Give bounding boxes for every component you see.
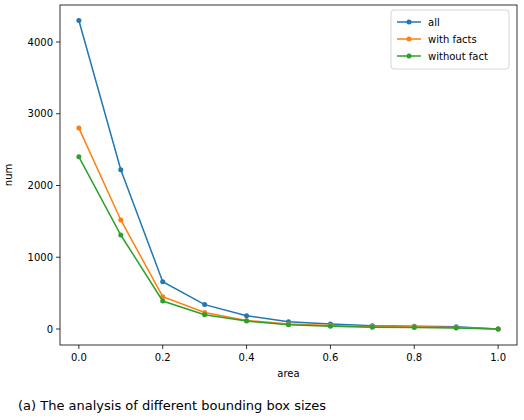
- series-line: [79, 128, 498, 329]
- legend-box: [391, 10, 509, 69]
- series-marker: [412, 325, 417, 330]
- series-marker: [244, 318, 249, 323]
- series-marker: [118, 167, 123, 172]
- series-marker: [202, 312, 207, 317]
- y-tick: [56, 329, 60, 330]
- legend-marker: [407, 54, 412, 59]
- series-line: [79, 157, 498, 329]
- series-marker: [76, 126, 81, 131]
- series-marker: [76, 154, 81, 159]
- series-marker: [202, 302, 207, 307]
- y-tick-label: 1000: [28, 252, 53, 263]
- series-marker: [454, 325, 459, 330]
- x-tick-label: 0.0: [71, 352, 87, 363]
- series-marker: [160, 279, 165, 284]
- x-tick-label: 0.4: [239, 352, 255, 363]
- x-tick-label: 0.2: [155, 352, 171, 363]
- series-marker: [328, 324, 333, 329]
- y-tick: [56, 113, 60, 114]
- y-tick: [56, 257, 60, 258]
- x-tick-label: 0.6: [322, 352, 338, 363]
- series-marker: [118, 233, 123, 238]
- series-marker: [244, 313, 249, 318]
- series-marker: [244, 319, 249, 324]
- y-tick-label: 3000: [28, 108, 53, 119]
- x-tick: [414, 345, 415, 349]
- x-tick: [330, 345, 331, 349]
- series-marker: [286, 322, 291, 327]
- series-marker: [76, 18, 81, 23]
- legend-marker: [407, 20, 412, 25]
- x-tick-label: 0.8: [406, 352, 422, 363]
- y-tick: [56, 185, 60, 186]
- legend-label: without fact: [428, 51, 488, 62]
- series-marker: [496, 327, 501, 332]
- chart: 0.0 0.2 0.4 0.6 0.8 1.0 0 1000 2000 3000 4000 area n…: [0, 0, 524, 420]
- series-marker: [496, 327, 501, 332]
- series-marker: [370, 324, 375, 329]
- legend: all with facts without fact: [391, 10, 509, 69]
- series-marker: [118, 217, 123, 222]
- legend-label: all: [428, 17, 440, 28]
- y-tick-label: 4000: [28, 37, 53, 48]
- series-marker: [328, 323, 333, 328]
- series-marker: [370, 325, 375, 330]
- y-tick-label: 2000: [28, 180, 53, 191]
- y-axis-label: num: [3, 164, 14, 186]
- x-tick: [162, 345, 163, 349]
- x-axis-label: area: [277, 368, 299, 379]
- y-tick-label: 0: [47, 324, 53, 335]
- legend-label: with facts: [428, 34, 477, 45]
- y-tick: [56, 42, 60, 43]
- x-tick-label: 1.0: [490, 352, 506, 363]
- series-marker: [454, 325, 459, 330]
- series-marker: [286, 321, 291, 326]
- plot-frame: [60, 5, 517, 345]
- series-marker: [160, 299, 165, 304]
- caption: (a) The analysis of different bounding b…: [18, 398, 326, 413]
- x-tick: [78, 345, 79, 349]
- x-tick: [246, 345, 247, 349]
- x-tick: [498, 345, 499, 349]
- series-marker: [412, 324, 417, 329]
- legend-marker: [407, 37, 412, 42]
- series-marker: [496, 327, 501, 332]
